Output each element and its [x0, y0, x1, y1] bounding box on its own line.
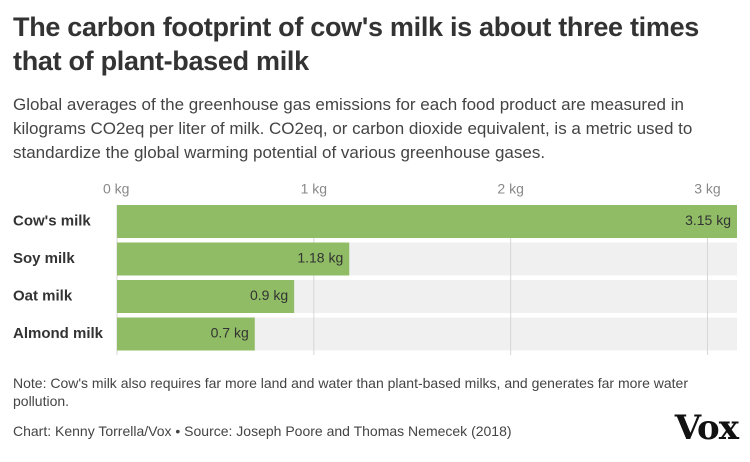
note: Note: Cow's milk also requires far more …	[13, 375, 688, 409]
chart-subtitle: Global averages of the greenhouse gas em…	[13, 95, 693, 162]
logo: Vox	[674, 408, 739, 448]
x-tick-label: 0 kg	[103, 181, 129, 197]
chart-title: The carbon footprint of cow's milk is ab…	[13, 12, 700, 76]
bar	[117, 280, 295, 313]
value-label: 1.18 kg	[297, 250, 343, 266]
x-tick-label: 3 kg	[694, 181, 720, 197]
value-label: 0.7 kg	[211, 325, 249, 341]
y-tick-label: Soy milk	[13, 250, 75, 267]
bar	[117, 317, 255, 351]
chart: 0 kg 1 kg 2 kg 3 kg Cow's milk 3.15 kg Soy mil…	[13, 181, 737, 355]
y-tick-label: Oat milk	[13, 287, 73, 304]
bar	[117, 205, 737, 238]
value-label: 3.15 kg	[685, 212, 731, 228]
credit: Chart: Kenny Torrella/Vox • Source: Jose…	[13, 423, 512, 439]
bar	[117, 242, 350, 276]
value-label: 0.9 kg	[250, 287, 288, 303]
y-tick-label: Almond milk	[13, 325, 104, 342]
y-tick-label: Cow's milk	[13, 212, 91, 229]
x-tick-label: 1 kg	[301, 181, 327, 197]
x-tick-label: 2 kg	[497, 181, 523, 197]
